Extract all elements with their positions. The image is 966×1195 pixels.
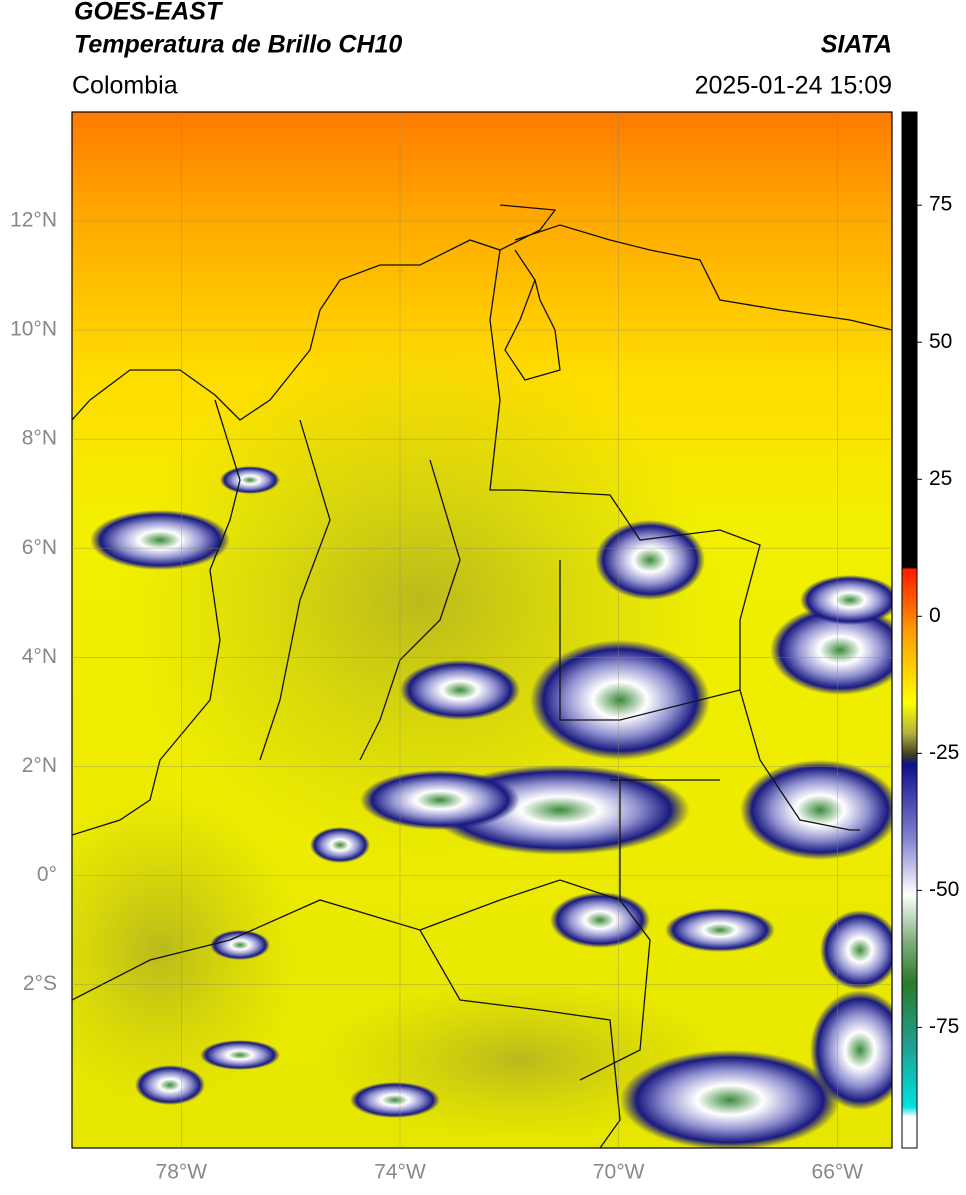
region: Colombia: [72, 72, 178, 100]
lon-tick-label: 78°W: [156, 1161, 208, 1184]
colorbar-tick-label: -25: [929, 741, 959, 764]
datetime: 2025-01-24 15:09: [695, 72, 892, 100]
title: GOES-EAST: [74, 0, 224, 26]
colorbar-tick-label: -50: [929, 878, 959, 901]
lon-tick-label: 70°W: [593, 1161, 645, 1184]
lat-tick-label: 4°N: [22, 645, 57, 668]
lat-tick-label: 0°: [37, 863, 57, 886]
lon-tick-label: 66°W: [812, 1161, 864, 1184]
lat-tick-label: 8°N: [22, 427, 57, 450]
lat-tick-label: 2°S: [23, 972, 57, 995]
colorbar-tick-label: 75: [929, 193, 952, 216]
subtitle: Temperatura de Brillo CH10: [74, 31, 402, 59]
lat-tick-label: 10°N: [10, 318, 57, 341]
colorbar: [901, 111, 918, 1149]
lon-tick-label: 74°W: [374, 1161, 426, 1184]
colorbar-tick-label: 25: [929, 467, 952, 490]
map-image: [72, 112, 892, 1148]
map-frame: [71, 111, 893, 1149]
lat-tick-label: 12°N: [10, 209, 57, 232]
colorbar-tick-label: -75: [929, 1015, 959, 1038]
source: SIATA: [821, 31, 892, 59]
lat-tick-label: 6°N: [22, 536, 57, 559]
colorbar-tick-label: 50: [929, 330, 952, 353]
colorbar-tick-label: 0: [929, 604, 941, 627]
lat-tick-label: 2°N: [22, 754, 57, 777]
